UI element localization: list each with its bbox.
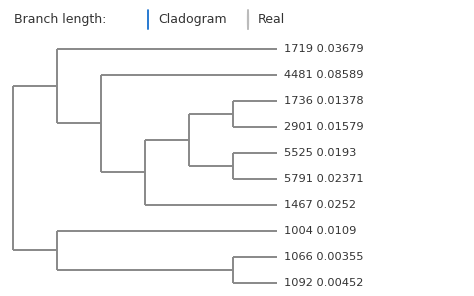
Text: Real: Real [258, 13, 285, 26]
Text: Branch length:: Branch length: [14, 13, 106, 26]
Text: Cladogram: Cladogram [158, 13, 227, 26]
Text: 4481 0.08589: 4481 0.08589 [284, 70, 364, 80]
Text: 1004 0.0109: 1004 0.0109 [284, 226, 357, 236]
Text: 1066 0.00355: 1066 0.00355 [284, 252, 364, 262]
Text: 1092 0.00452: 1092 0.00452 [284, 278, 364, 288]
Text: 1719 0.03679: 1719 0.03679 [284, 44, 364, 54]
Text: 5791 0.02371: 5791 0.02371 [284, 174, 364, 184]
Text: 1467 0.0252: 1467 0.0252 [284, 200, 356, 210]
Text: 1736 0.01378: 1736 0.01378 [284, 96, 364, 106]
Text: 2901 0.01579: 2901 0.01579 [284, 122, 364, 132]
Text: 5525 0.0193: 5525 0.0193 [284, 148, 357, 158]
